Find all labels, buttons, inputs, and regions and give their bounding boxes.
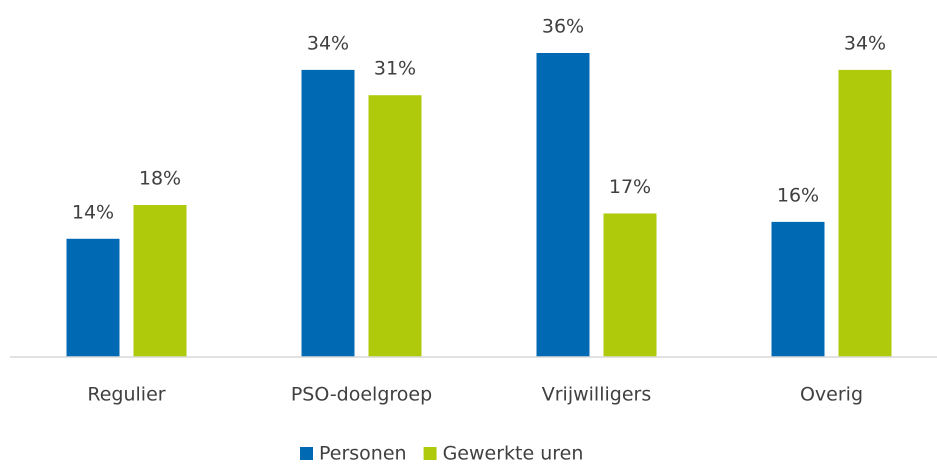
legend-swatch [423, 447, 437, 460]
bar [536, 53, 590, 357]
data-label: 14% [72, 201, 114, 223]
data-label: 34% [844, 32, 886, 54]
legend-label: Personen [319, 443, 407, 465]
bar [838, 69, 892, 357]
bar [66, 238, 120, 357]
x-tick-label: Overig [800, 384, 863, 406]
bar [368, 95, 422, 357]
bar [771, 221, 825, 357]
legend-swatch [300, 447, 313, 460]
x-tick-label: Vrijwilligers [542, 384, 651, 406]
bar [133, 205, 187, 357]
x-tick-label: Regulier [87, 384, 165, 406]
bar [603, 213, 657, 357]
data-label: 16% [777, 184, 819, 206]
x-tick-label: PSO-doelgroep [291, 384, 432, 406]
data-label: 18% [139, 168, 181, 190]
data-label: 36% [542, 16, 584, 38]
legend-label: Gewerkte uren [443, 443, 584, 465]
data-label: 34% [307, 32, 349, 54]
data-label: 17% [609, 176, 651, 198]
bar [301, 69, 355, 357]
data-label: 31% [374, 58, 416, 80]
